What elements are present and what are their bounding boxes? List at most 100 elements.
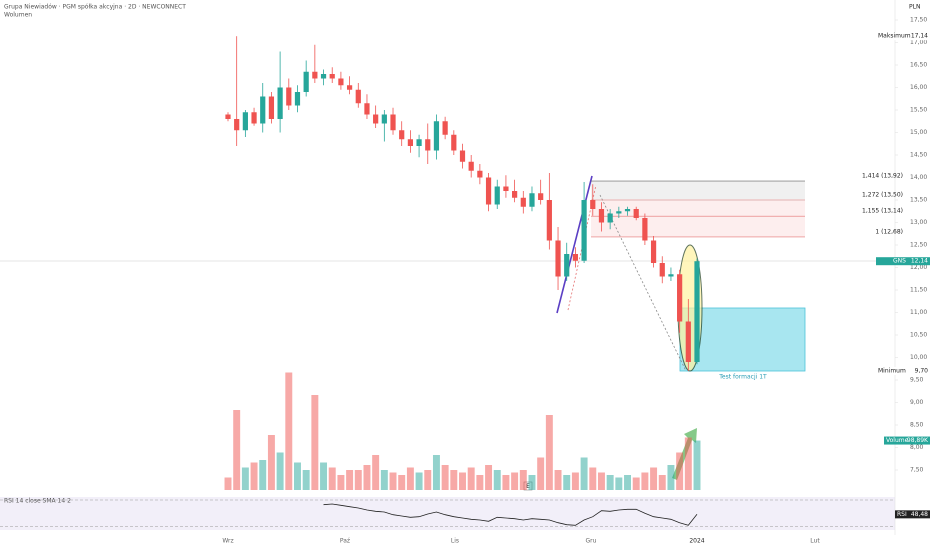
candle-body [668,274,674,277]
y-tick-label: 10,00 [910,354,927,361]
earnings-marker: E [526,483,530,490]
volume-bar [606,475,614,490]
candle-body [399,130,405,140]
candle-body [451,134,457,151]
candle-body [234,119,240,131]
volume-bar [259,460,267,490]
volume-bar [519,470,527,490]
volume-bar [250,462,258,490]
candle-body [685,321,691,362]
x-tick-label: Gru [586,538,597,545]
volume-bar [589,467,597,490]
candle-body [694,261,700,362]
volume-bar [415,472,423,490]
candle-body [520,197,526,207]
volume-bar [563,475,571,490]
volume-bar [459,472,466,490]
rsi-line [323,503,698,526]
fib-zone-top [591,182,805,201]
x-tick-label: 2024 [689,538,704,545]
currency: PLN [909,4,920,11]
volume-bar [641,472,649,490]
candle-body [564,254,570,277]
price-tag-bg [876,367,930,375]
candle-body [364,103,370,115]
price-tag-value: 9,70 [915,368,929,375]
volume-bar [406,467,414,490]
volume-bar [432,455,440,490]
volume-tag-label: Volume [886,437,909,444]
candle-body [633,209,639,218]
fib-label: 1,155 (13,14) [862,208,903,215]
volume-bar [233,410,241,490]
volume-bar [320,462,328,490]
candle-body [572,254,579,261]
x-tick-label: Lut [810,538,820,545]
candle-body [320,74,327,79]
volume-bar [571,472,579,490]
chart-title: Grupa Niewiadów · PGM spółka akcyjna · 2… [4,4,186,11]
rsi-tag-label: RSI [897,511,907,518]
volume-bar [337,475,345,490]
candle-body [616,211,622,214]
y-tick-label: 7,50 [910,467,924,474]
price-tag-bg [876,257,930,266]
volume-bar [650,467,658,490]
candle-body [546,200,552,241]
price-tag-label: Minimum [878,368,906,375]
candle-body [642,218,648,241]
candle-body [485,177,492,205]
y-tick-label: 16,50 [910,62,927,69]
volume-bar [528,475,536,490]
rsi-tag-value: 48,48 [911,511,928,518]
volume-bar [624,475,631,490]
volume-bar [346,470,354,490]
candle-body [677,274,683,322]
y-tick-label: 14,00 [910,174,927,181]
volume-bar [285,372,293,490]
volume-bar [294,462,301,490]
price-tag-bg [876,32,930,41]
candle-body [407,139,413,146]
y-tick-label: 13,50 [910,197,927,204]
x-tick-label: Paź [340,538,350,545]
candle-body [381,114,387,124]
volume-bar [537,457,545,490]
y-tick-label: 15,00 [910,129,927,136]
volume-bar [241,467,249,490]
volume-bar [676,452,684,490]
candle-body [538,193,544,200]
y-tick-label: 10,50 [910,332,927,339]
volume-bar [684,437,692,490]
volume-bar [302,470,310,490]
volume-bar [363,465,371,490]
volume-bar [372,455,380,490]
candle-body [433,121,440,151]
rsi-tag-bg [895,510,930,519]
candle-body [598,209,605,223]
candle-body [477,170,483,178]
candle-body [459,150,466,162]
x-tick-label: Lis [451,538,459,545]
volume-bar [441,465,449,490]
annotation: Test formacji 1T [718,374,767,381]
volume-bar [389,472,397,490]
volume-bar [545,415,553,490]
candle-body [242,112,248,131]
candle-body [251,112,257,124]
candle-body [581,200,587,261]
candle-body [303,71,309,92]
volume-bar [485,465,493,490]
volume-bar [511,472,519,490]
volume-bar [554,470,562,490]
candle-body [529,193,535,207]
volume-bar [693,440,701,490]
candle-body [294,92,301,106]
candle-body [329,74,335,79]
volume-bar [502,475,510,490]
y-tick-label: 17,00 [910,39,927,46]
candle-body [416,139,422,146]
fib-label: 1 (12,68) [875,228,903,235]
